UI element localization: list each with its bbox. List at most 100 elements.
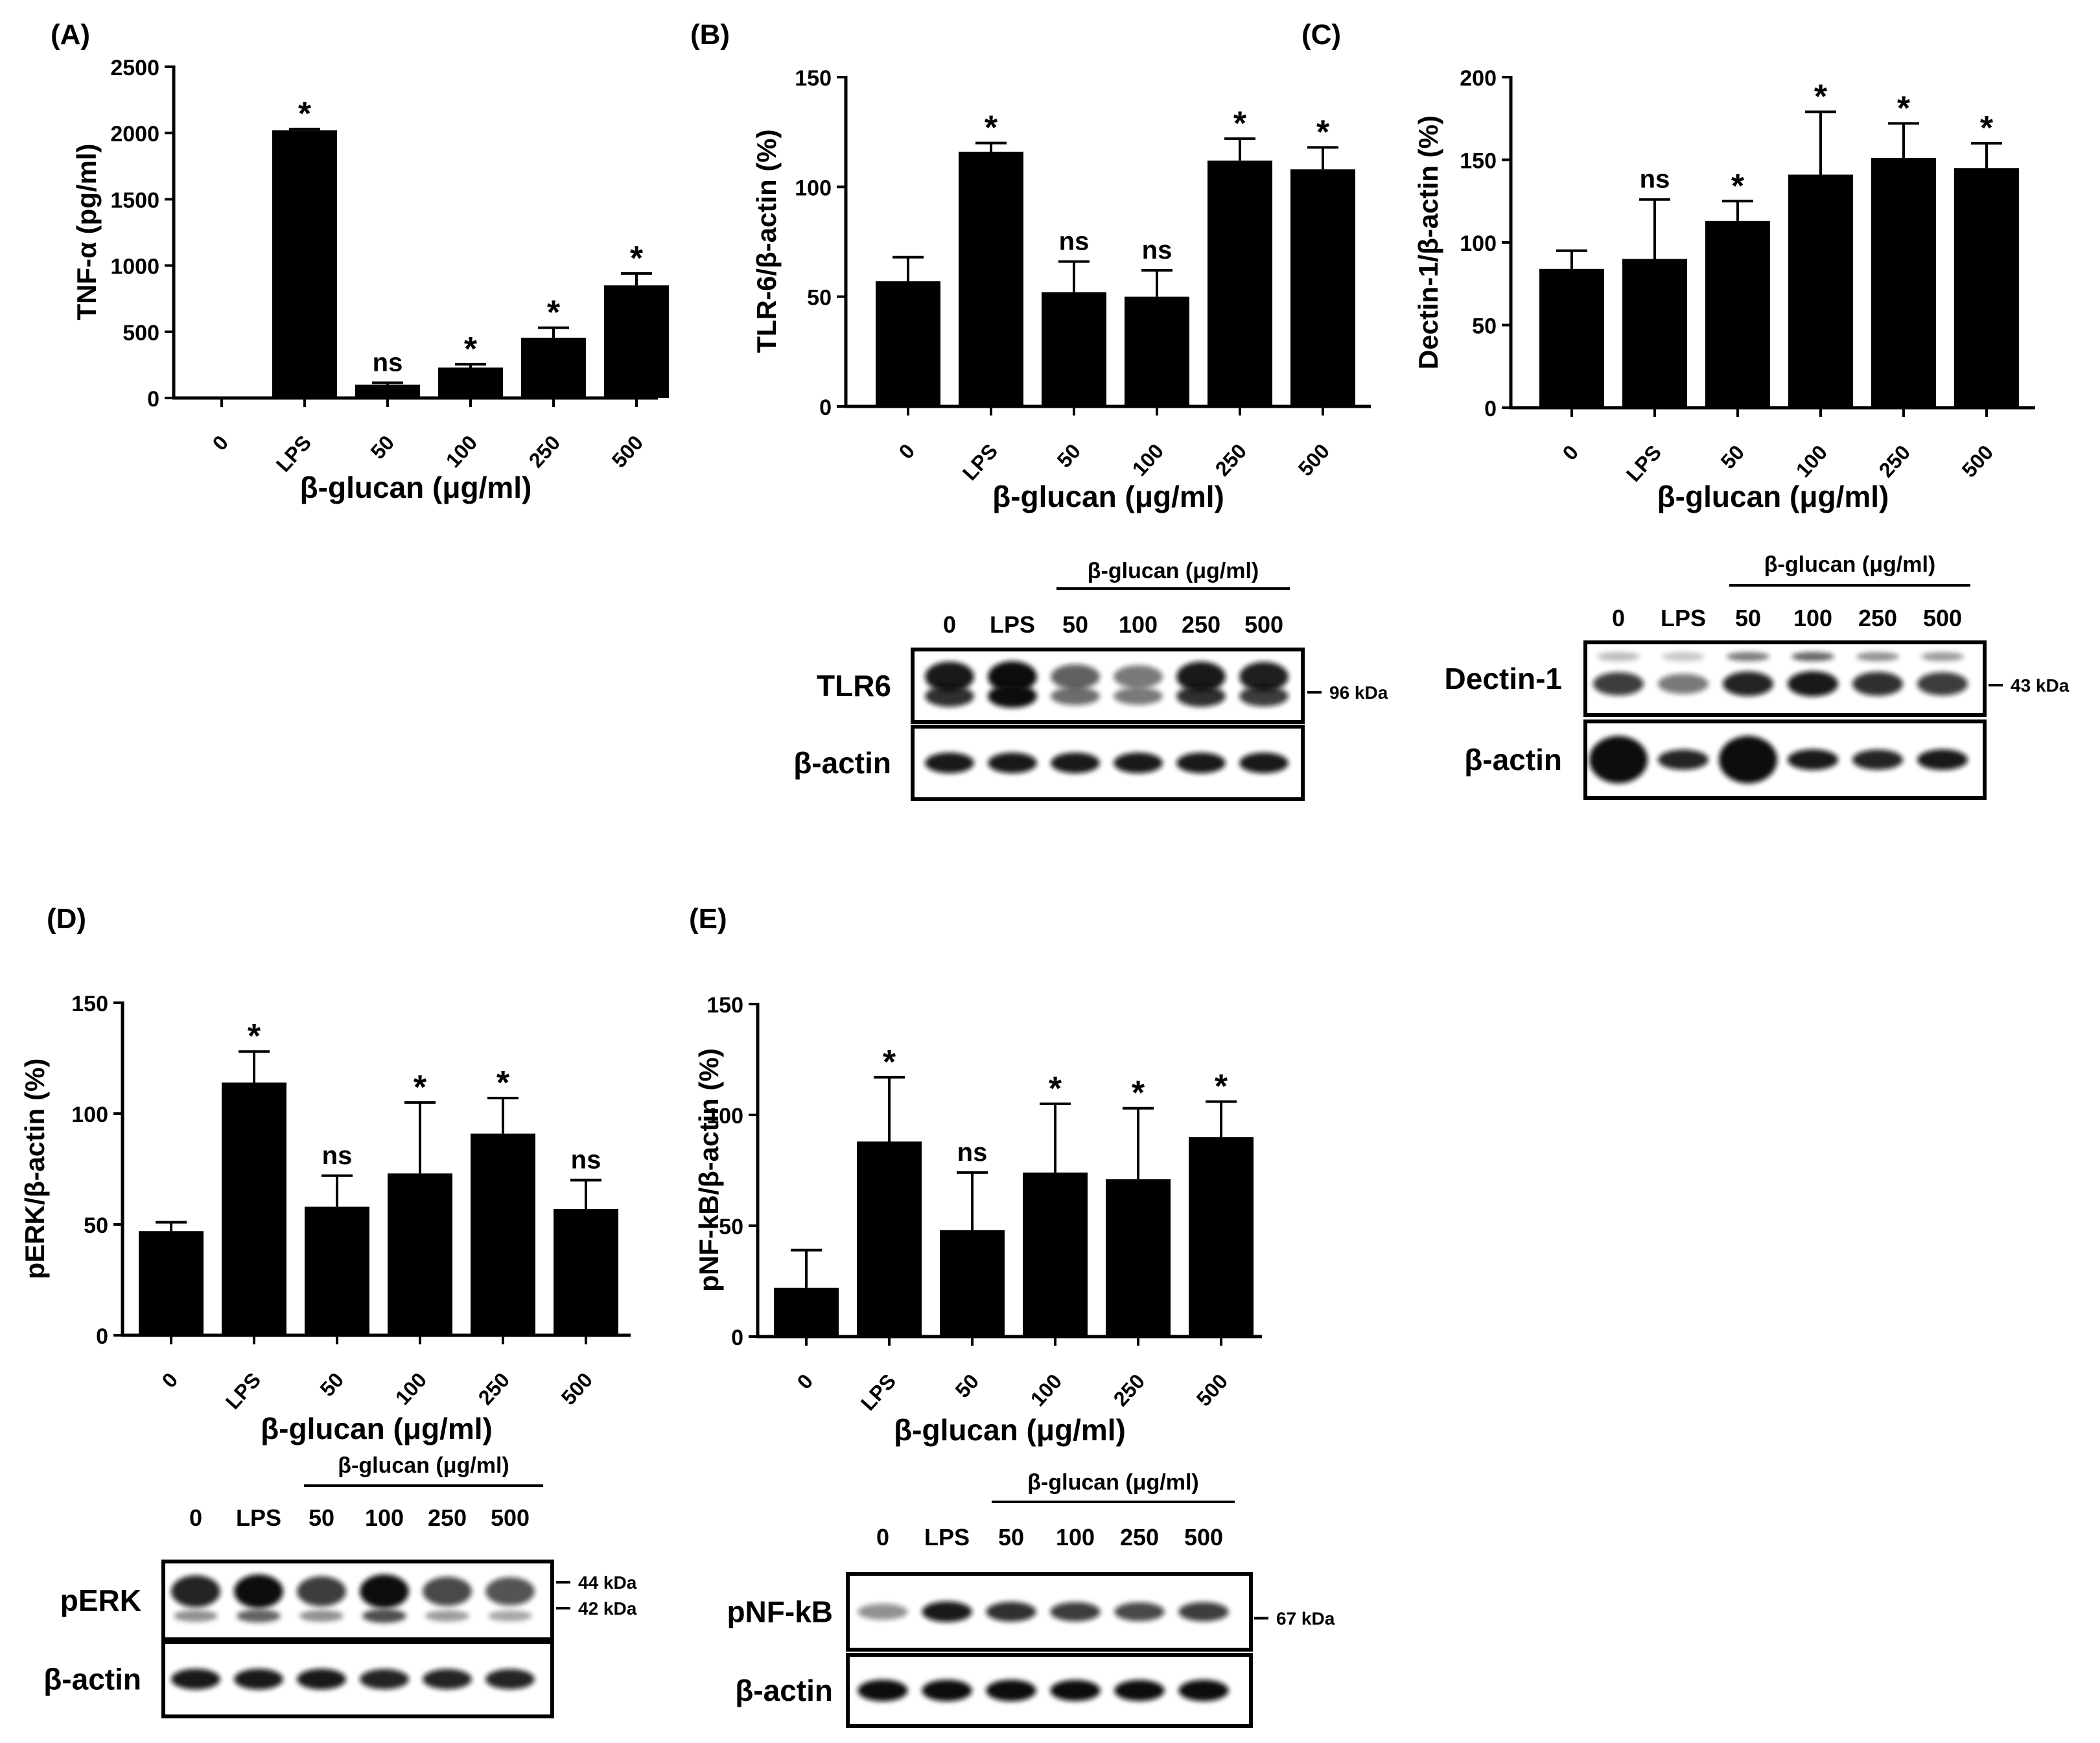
chart-panel-e: (E) 0 50 100 150 0 * LPS ns 50 * 100 * 250 * 500 pNF-kB/… — [689, 903, 1262, 1447]
x-tick-label: LPS — [958, 439, 1002, 485]
blot-lane-label: 0 — [1612, 605, 1625, 631]
significance-star: * — [496, 1064, 510, 1102]
blot-band — [1176, 685, 1226, 707]
blot-band — [858, 1679, 908, 1702]
blot-row: β-actin — [1464, 719, 1987, 800]
significance-star: * — [1814, 78, 1828, 116]
blot-lane-label: 50 — [1062, 611, 1088, 638]
bar — [1106, 1179, 1171, 1337]
blot-lane-label: 0 — [189, 1504, 202, 1531]
blot-band — [1176, 661, 1226, 692]
blot-lane-label: 100 — [1793, 605, 1832, 631]
blot-band — [1852, 749, 1903, 770]
bar — [438, 367, 503, 398]
significance-star: * — [1049, 1070, 1062, 1108]
bar — [222, 1082, 286, 1335]
blot-lane-label: LPS — [236, 1504, 281, 1531]
y-tick-label: 100 — [71, 1103, 108, 1127]
y-tick-label: 0 — [731, 1326, 743, 1350]
blot-row-label: Dectin-1 — [1445, 662, 1562, 696]
blot-band — [234, 1668, 283, 1690]
blot-lane-label: 100 — [1056, 1524, 1095, 1550]
bar — [604, 285, 669, 398]
blot-band — [1852, 672, 1903, 696]
significance-star: * — [1233, 105, 1247, 143]
blot-band — [1788, 671, 1838, 697]
blot-frame — [161, 1560, 554, 1641]
blot-band — [925, 753, 974, 773]
bar — [355, 384, 420, 398]
blot-band — [1658, 749, 1709, 770]
blot-band — [174, 1610, 218, 1622]
marker-label: 96 kDa — [1329, 683, 1388, 703]
x-tick-label: 250 — [474, 1368, 514, 1410]
blot-band — [297, 1576, 346, 1607]
blot-band — [362, 1609, 406, 1623]
y-tick-label: 50 — [807, 286, 832, 310]
panel-label: (A) — [51, 19, 90, 51]
significance-star: * — [547, 294, 561, 332]
blot-band — [1178, 1679, 1229, 1702]
blot-band — [360, 1668, 409, 1690]
y-tick-label: 2500 — [110, 56, 159, 80]
blot-frame — [1583, 640, 1987, 717]
blot-panel-c: β-glucan (μg/ml) 0 LPS 50 100 250 500 Dectin-1 4… — [1445, 552, 2070, 800]
blot-band — [1050, 1602, 1101, 1622]
significance-ns: ns — [571, 1146, 601, 1175]
blot-band — [1176, 753, 1226, 773]
x-tick-label: 50 — [316, 1368, 349, 1401]
y-tick-label: 100 — [706, 1104, 743, 1129]
blot-band — [171, 1575, 220, 1608]
y-axis-label: pNF-kB/β-actin (%) — [694, 1048, 724, 1292]
blot-lane-label: 500 — [1244, 611, 1283, 638]
x-tick-label: 500 — [607, 431, 648, 473]
y-tick-label: 1500 — [110, 188, 159, 213]
blot-band — [1114, 687, 1163, 705]
blot-row: β-actin — [793, 725, 1305, 801]
blot-band — [297, 1668, 346, 1690]
blot-band — [1593, 672, 1644, 696]
blot-row: β-actin — [43, 1640, 554, 1718]
y-tick-label: 50 — [84, 1213, 108, 1238]
x-tick-label: 100 — [1026, 1370, 1066, 1411]
marker-label: 67 kDa — [1276, 1609, 1335, 1629]
blot-lane-label: 250 — [1858, 605, 1897, 631]
charts-layer: (A)050010001500200025000*LPSns50*100*250… — [19, 19, 2035, 1447]
bar — [1788, 174, 1853, 408]
blot-group-label: β-glucan (μg/ml) — [338, 1453, 509, 1478]
y-axis-label: pERK/β-actin (%) — [19, 1059, 50, 1280]
blot-panel-e: β-glucan (μg/ml) 0 LPS 50 100 250 500 pNF-kB 67 … — [727, 1470, 1335, 1728]
x-tick-label: 250 — [1874, 441, 1915, 482]
significance-star: * — [1215, 1068, 1228, 1105]
blot-band — [360, 1574, 409, 1608]
y-axis-label: TNF-α (pg/ml) — [71, 143, 102, 320]
x-tick-label: 50 — [951, 1370, 984, 1403]
y-tick-label: 0 — [1484, 397, 1497, 421]
bar — [959, 152, 1023, 406]
blot-band — [1114, 753, 1163, 773]
blot-lane-label: LPS — [924, 1524, 970, 1550]
blot-band — [922, 1679, 972, 1702]
blot-lane-label: 100 — [365, 1504, 404, 1531]
x-tick-label: 500 — [1294, 439, 1334, 481]
y-tick-label: 100 — [1460, 231, 1497, 256]
significance-star: * — [883, 1044, 896, 1081]
x-tick-label: 0 — [208, 431, 233, 455]
chart-panel-a: (A) 0 500 1000 1500 2000 2500 0 * LPS ns 50 * 100 * 250… — [51, 19, 669, 504]
x-tick-label: 0 — [793, 1370, 818, 1394]
blot-band — [1051, 687, 1100, 705]
blot-band — [1589, 736, 1648, 784]
blot-lane-label: 500 — [491, 1504, 530, 1531]
marker-label: 42 kDa — [578, 1598, 637, 1619]
blot-band — [988, 661, 1037, 692]
blot-band — [986, 1602, 1036, 1622]
blot-band — [1114, 665, 1163, 688]
blot-row: β-actin — [735, 1653, 1253, 1728]
x-tick-label: 500 — [1957, 441, 1998, 482]
blot-band — [237, 1609, 281, 1623]
significance-ns: ns — [957, 1138, 988, 1167]
x-tick-label: 500 — [1192, 1370, 1232, 1411]
blot-band — [925, 661, 974, 692]
blot-row: Dectin-1 43 kDa — [1445, 640, 2070, 717]
blot-row-label: β-actin — [43, 1663, 141, 1696]
